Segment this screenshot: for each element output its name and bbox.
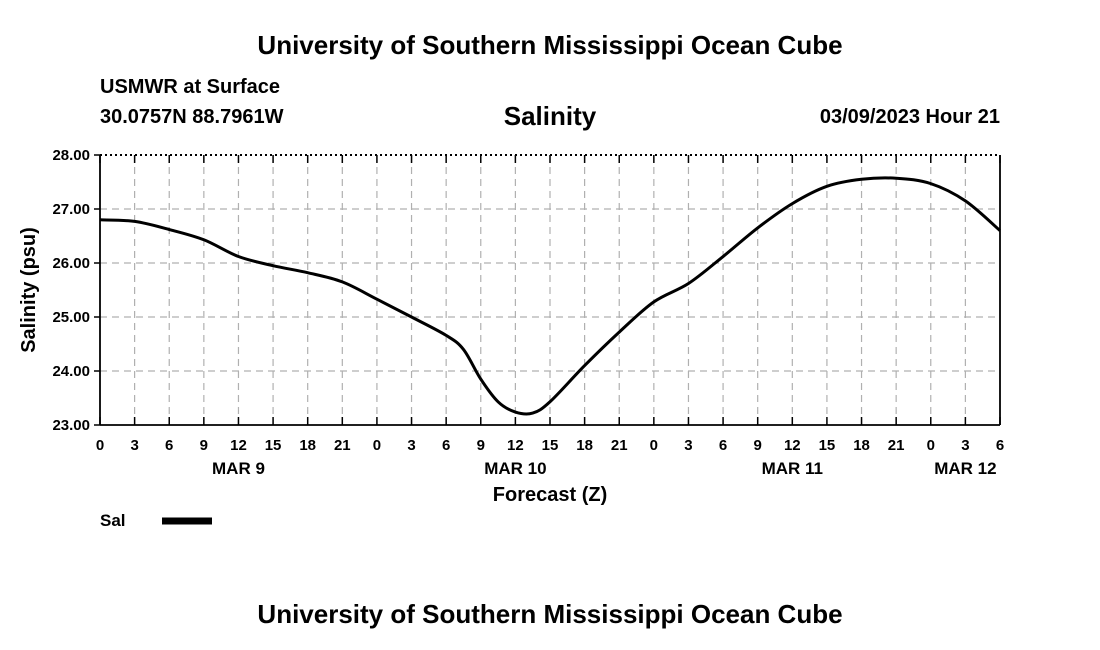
legend: Sal	[100, 511, 212, 530]
y-tick-label: 28.00	[52, 147, 90, 164]
series-layer	[99, 176, 1001, 416]
chart-title: Salinity	[503, 101, 597, 131]
date-label: MAR 10	[484, 459, 546, 478]
date-label: MAR 9	[212, 459, 265, 478]
x-tick-label: 0	[373, 437, 381, 454]
legend-label: Sal	[100, 511, 126, 530]
x-tick-label: 18	[853, 437, 870, 454]
x-axis-title: Forecast (Z)	[493, 484, 607, 506]
y-tick-label: 24.00	[52, 363, 90, 380]
y-tick-label: 27.00	[52, 201, 90, 218]
x-tick-label: 18	[576, 437, 593, 454]
grid	[100, 155, 1000, 425]
x-tick-label: 15	[265, 437, 282, 454]
x-tick-label: 6	[165, 437, 173, 454]
station-coordinates: 30.0757N 88.7961W	[100, 106, 284, 128]
x-tick-label: 21	[888, 437, 905, 454]
date-label: MAR 12	[934, 459, 996, 478]
x-tick-label: 0	[650, 437, 658, 454]
x-tick-label: 9	[477, 437, 485, 454]
x-tick-label: 3	[961, 437, 969, 454]
x-tick-label: 18	[299, 437, 316, 454]
x-tick-label: 0	[96, 437, 104, 454]
x-tick-label: 9	[754, 437, 762, 454]
x-tick-label: 6	[442, 437, 450, 454]
date-label: MAR 11	[762, 459, 823, 478]
y-tick-label: 23.00	[52, 417, 90, 434]
x-tick-label: 0	[927, 437, 935, 454]
y-axis-title: Salinity (psu)	[18, 227, 40, 353]
x-tick-label: 3	[684, 437, 692, 454]
footer-title: University of Southern Mississippi Ocean…	[257, 599, 843, 629]
x-tick-label: 15	[819, 437, 836, 454]
page-title: University of Southern Mississippi Ocean…	[257, 30, 843, 60]
station-name: USMWR at Surface	[100, 76, 281, 98]
x-tick-label: 6	[996, 437, 1004, 454]
x-tick-label: 12	[230, 437, 247, 454]
x-tick-label: 21	[334, 437, 351, 454]
series-line-sal	[99, 176, 1001, 416]
axes: 23.00 24.00 25.00 26.00 27.00 28.00 0 3 6 9 12 15 18…	[18, 147, 1004, 506]
forecast-datetime: 03/09/2023 Hour 21	[819, 106, 1000, 128]
x-tick-label: 3	[130, 437, 138, 454]
y-tick-label: 25.00	[52, 309, 90, 326]
x-tick-label: 15	[542, 437, 559, 454]
x-tick-label: 3	[407, 437, 415, 454]
x-tick-label: 12	[784, 437, 801, 454]
x-tick-label: 12	[507, 437, 524, 454]
x-tick-label: 6	[719, 437, 727, 454]
y-tick-label: 26.00	[52, 255, 90, 272]
x-tick-label: 9	[200, 437, 208, 454]
x-tick-label: 21	[611, 437, 628, 454]
